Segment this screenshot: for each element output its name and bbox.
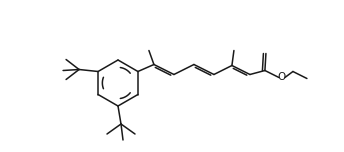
Text: O: O [278,73,286,83]
